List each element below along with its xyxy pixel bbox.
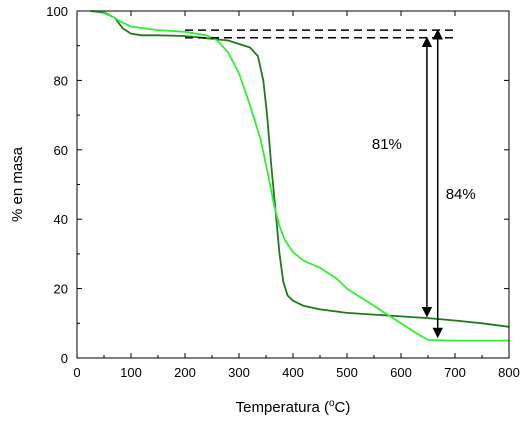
x-axis-title-sup: o: [329, 398, 335, 409]
y-tick-label: 100: [46, 4, 68, 19]
x-axis-title-tail: C): [335, 399, 351, 416]
x-tick-label: 100: [120, 365, 142, 380]
y-tick-label: 40: [54, 212, 68, 227]
x-tick-label: 500: [336, 365, 358, 380]
y-tick-label: 80: [54, 73, 68, 88]
x-tick-label: 400: [282, 365, 304, 380]
x-tick-label: 600: [390, 365, 412, 380]
y-axis-title: % en masa: [9, 146, 26, 222]
arrow-label-1: 81%: [372, 136, 402, 153]
series-line-1: [90, 10, 510, 328]
ticks: 0 100 200 300 400 500 600 700 800 0 20 40 60 80 100: [46, 4, 520, 380]
x-tick-label: 200: [174, 365, 196, 380]
arrow-label-2: 84%: [446, 186, 476, 203]
reference-lines: [185, 29, 455, 39]
x-tick-label: 300: [228, 365, 250, 380]
plot-frame: [76, 10, 510, 359]
arrows: 81% 84%: [372, 29, 476, 339]
y-tick-label: 0: [61, 351, 68, 366]
y-tick-label: 20: [54, 282, 68, 297]
series-line-2: [90, 10, 509, 342]
x-axis-title-main: Temperatura (: [236, 399, 329, 416]
series-layer: [90, 10, 510, 342]
y-tick-label: 60: [54, 143, 68, 158]
x-axis-title: Temperatura (oC): [236, 398, 351, 416]
x-tick-label: 800: [498, 365, 520, 380]
x-tick-label: 700: [444, 365, 466, 380]
x-tick-label: 0: [73, 365, 80, 380]
